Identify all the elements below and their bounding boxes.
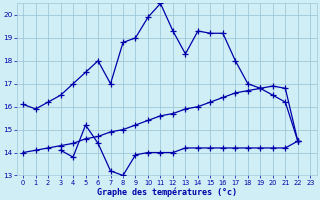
X-axis label: Graphe des températures (°c): Graphe des températures (°c) <box>97 187 237 197</box>
